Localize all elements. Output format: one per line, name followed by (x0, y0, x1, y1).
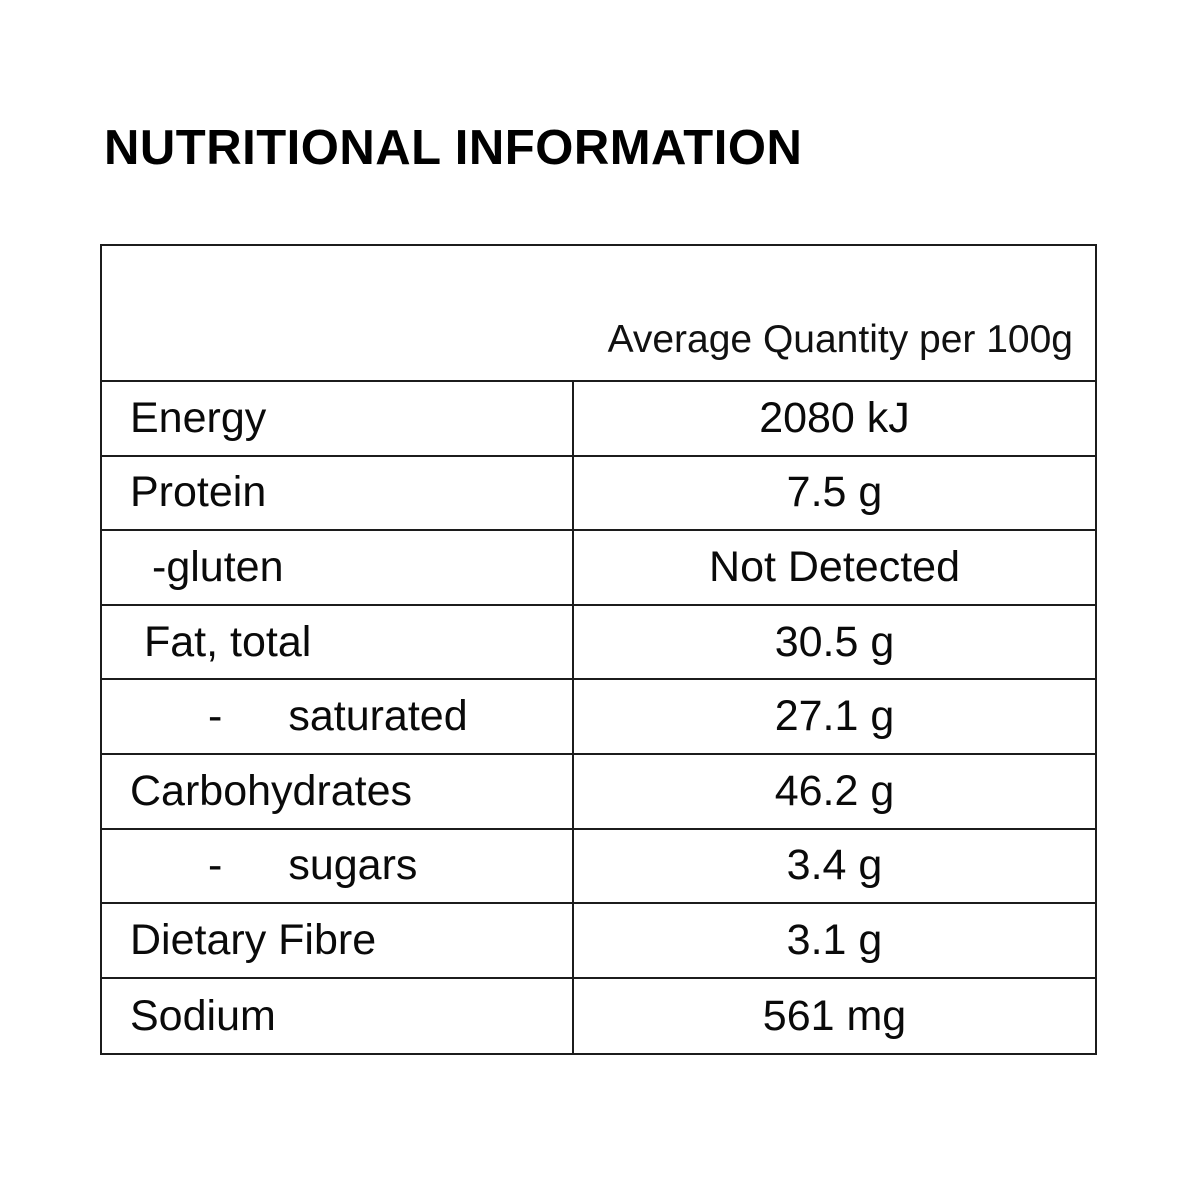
table-row-gluten: - gluten Not Detected (102, 531, 1095, 606)
nutrient-label: - saturated (102, 680, 574, 753)
nutrient-value: 3.4 g (786, 841, 883, 890)
table-row-energy: Energy 2080 kJ (102, 382, 1095, 457)
table-row-sodium: Sodium 561 mg (102, 978, 1095, 1054)
nutrient-name: Fat, total (144, 617, 312, 666)
table-row-carbohydrates: Carbohydrates 46.2 g (102, 754, 1095, 830)
table-row-saturated: - saturated 27.1 g (102, 680, 1095, 755)
table-row-dietary-fibre: Dietary Fibre 3.1 g (102, 904, 1095, 979)
nutrient-label: Carbohydrates (102, 754, 574, 828)
nutrient-prefix: - (208, 692, 223, 741)
table-header-row: Average Quantity per 100g (102, 246, 1095, 382)
table-row-fat-total: Fat, total 30.5 g (102, 605, 1095, 681)
nutrient-label: - gluten (102, 531, 574, 604)
nutrient-name: Dietary Fibre (130, 915, 377, 964)
nutrient-label: Protein (102, 456, 574, 530)
nutrient-prefix: - (152, 542, 167, 591)
table-header-average-quantity: Average Quantity per 100g (607, 318, 1073, 361)
table-row-protein: Protein 7.5 g (102, 456, 1095, 532)
nutrient-label: Dietary Fibre (102, 904, 574, 977)
nutrient-value: 2080 kJ (759, 393, 910, 442)
nutrient-value: 27.1 g (774, 692, 895, 741)
nutrient-prefix: - (208, 841, 223, 890)
nutrient-label: Energy (102, 382, 574, 455)
nutrient-value: 3.1 g (786, 915, 883, 964)
nutrient-label: Sodium (102, 978, 574, 1054)
nutrient-name: Energy (130, 393, 267, 442)
nutrient-name: Carbohydrates (130, 766, 413, 815)
nutrient-name: sugars (288, 841, 418, 890)
nutrient-value: Not Detected (709, 542, 960, 591)
nutrient-label: Fat, total (102, 605, 574, 679)
nutrient-value: 46.2 g (774, 766, 895, 815)
nutrient-value: 7.5 g (786, 468, 883, 517)
nutrient-value: 30.5 g (774, 617, 895, 666)
nutrient-value: 561 mg (762, 991, 907, 1040)
nutrient-name: saturated (288, 692, 468, 741)
page-title: NUTRITIONAL INFORMATION (104, 121, 803, 175)
nutrition-table: Average Quantity per 100g Energy 2080 kJ… (100, 244, 1097, 1056)
nutrient-label: - sugars (102, 829, 574, 903)
nutrient-name: gluten (166, 542, 284, 591)
nutrient-name: Protein (130, 468, 267, 517)
nutrient-name: Sodium (130, 991, 276, 1040)
table-row-sugars: - sugars 3.4 g (102, 829, 1095, 905)
